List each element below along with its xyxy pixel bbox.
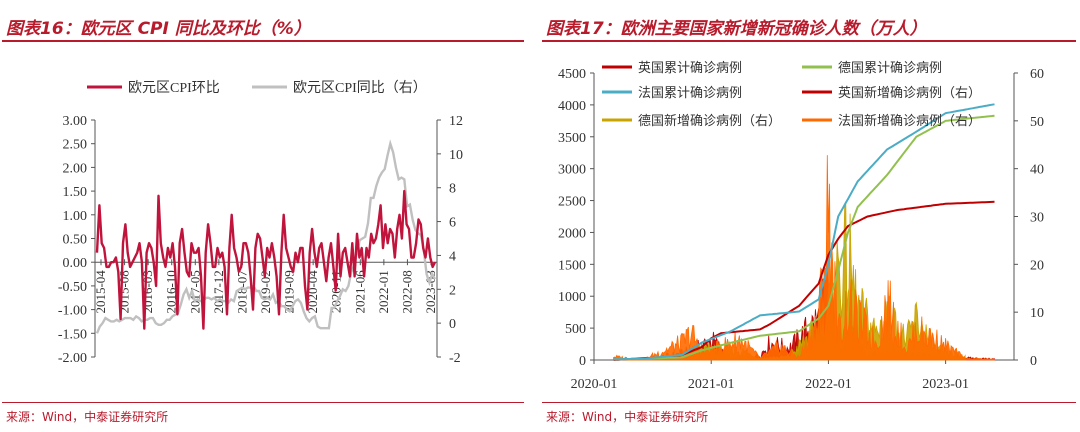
panel-cpi: 图表16：欧元区 CPI 同比及环比（%） 3.00 2.50 2.00 1.50 1.… <box>0 0 528 432</box>
series-area-fr-new <box>613 155 995 361</box>
y-tick-label-right: 0 <box>449 317 456 332</box>
panel-covid: 图表17：欧洲主要国家新增新冠确诊人数（万人） 4500 4000 3500 3000… <box>540 0 1080 432</box>
y-tick-label-right: 30 <box>1030 211 1044 226</box>
x-tick-label: 2022-01 <box>805 377 852 392</box>
y-tick-label-left: 0 <box>579 354 586 369</box>
legend-uk-cum-label: 英国累计确诊病例 <box>638 60 742 75</box>
y-tick-label-left: 1.50 <box>63 185 88 200</box>
x-tick-label: 2023-03 <box>423 270 438 313</box>
series-line-cpi-yoy <box>95 139 437 334</box>
y-tick-label-left: 0.00 <box>63 256 88 271</box>
y-tick-label-left: -1.50 <box>58 327 87 342</box>
x-tick-label: 2019-02 <box>258 270 273 313</box>
y-tick-label-right: 10 <box>449 148 463 163</box>
y-tick-label-left: 2.00 <box>63 161 88 176</box>
title-rule <box>542 40 1076 42</box>
y-tick-label-left: -1.00 <box>58 304 87 319</box>
source-note-covid: 来源：Wind，中泰证券研究所 <box>546 410 709 424</box>
y-tick-label-right: 6 <box>449 216 456 231</box>
title-rule <box>2 40 524 42</box>
y-tick-label-left: 3.00 <box>63 114 88 129</box>
legend-label-cpi-yoy: 欧元区CPI同比（右） <box>293 80 427 96</box>
x-tick-label: 2017-12 <box>211 270 226 313</box>
source-rule <box>2 402 524 403</box>
legend: 欧元区CPI环比 欧元区CPI同比（右） <box>87 80 427 96</box>
y-tick-label-right: 12 <box>449 114 463 129</box>
cpi-chart: 3.00 2.50 2.00 1.50 1.00 0.50 0.00 -0.50 -1.00 -1… <box>58 80 463 366</box>
x-tick-label: 2019-09 <box>282 270 297 313</box>
source-note-cpi: 来源：Wind，中泰证券研究所 <box>6 410 169 424</box>
y-tick-label-left: 2000 <box>558 226 586 241</box>
covid-chart: 4500400035003000250020001500100050006050… <box>558 60 1044 392</box>
x-tick-label: 2017-05 <box>187 270 202 313</box>
series-line-cpi-mom <box>95 189 437 330</box>
y-tick-label-left: -0.50 <box>58 280 87 295</box>
y-tick-label-left: 3000 <box>558 163 586 178</box>
legend-fr-new-label: 法国新增确诊病例（右） <box>838 113 981 128</box>
y-tick-label-left: 1.00 <box>63 209 88 224</box>
y-tick-label-left: 3500 <box>558 131 586 146</box>
y-tick-label-right: 50 <box>1030 115 1044 130</box>
x-tick-label: 2018-07 <box>234 270 249 314</box>
x-tick-label: 2022-08 <box>399 270 414 313</box>
chart-title-covid: 图表17：欧洲主要国家新增新冠确诊人数（万人） <box>546 19 927 39</box>
y-tick-label-left: 1000 <box>558 290 586 305</box>
x-tick-label: 2020-01 <box>571 377 618 392</box>
series-line-fr-cum <box>613 103 995 361</box>
x-tick-label: 2023-01 <box>922 377 969 392</box>
y-tick-label-left: 4500 <box>558 67 586 82</box>
source-rule <box>542 402 1076 403</box>
y-tick-label-right: 60 <box>1030 67 1044 82</box>
series-line-de-cum <box>613 114 995 361</box>
y-tick-label-right: 20 <box>1030 258 1044 273</box>
y-tick-label-left: 4000 <box>558 99 586 114</box>
y-tick-label-left: 0.50 <box>63 233 88 248</box>
y-tick-label-right: 10 <box>1030 306 1044 321</box>
legend-uk-new-label: 英国新增确诊病例（右） <box>838 85 981 100</box>
y-tick-label-left: 500 <box>565 322 586 337</box>
y-tick-label-right: 2 <box>449 283 456 298</box>
chart-title-cpi: 图表16：欧元区 CPI 同比及环比（%） <box>6 19 311 39</box>
y-tick-label-right: 40 <box>1030 163 1044 178</box>
legend-de-cum-label: 德国累计确诊病例 <box>838 60 942 75</box>
y-tick-label-left: 2.50 <box>63 138 88 153</box>
legend-de-new-label: 德国新增确诊病例（右） <box>638 113 781 128</box>
x-tick-label: 2021-01 <box>688 377 735 392</box>
legend-label-cpi-mom: 欧元区CPI环比 <box>128 80 220 96</box>
y-tick-label-right: 0 <box>1030 354 1037 369</box>
x-tick-label: 2021-06 <box>352 270 367 314</box>
y-tick-label-right: 8 <box>449 182 456 197</box>
legend-fr-cum-label: 法国累计确诊病例 <box>638 85 742 100</box>
y-tick-label-left: 1500 <box>558 258 586 273</box>
y-tick-label-left: 2500 <box>558 195 586 210</box>
y-tick-label-right: -2 <box>449 351 461 366</box>
x-tick-label: 2015-04 <box>93 270 108 314</box>
y-tick-label-right: 4 <box>449 249 456 264</box>
x-tick-label: 2022-01 <box>376 270 391 313</box>
y-tick-label-left: -2.00 <box>58 351 87 366</box>
